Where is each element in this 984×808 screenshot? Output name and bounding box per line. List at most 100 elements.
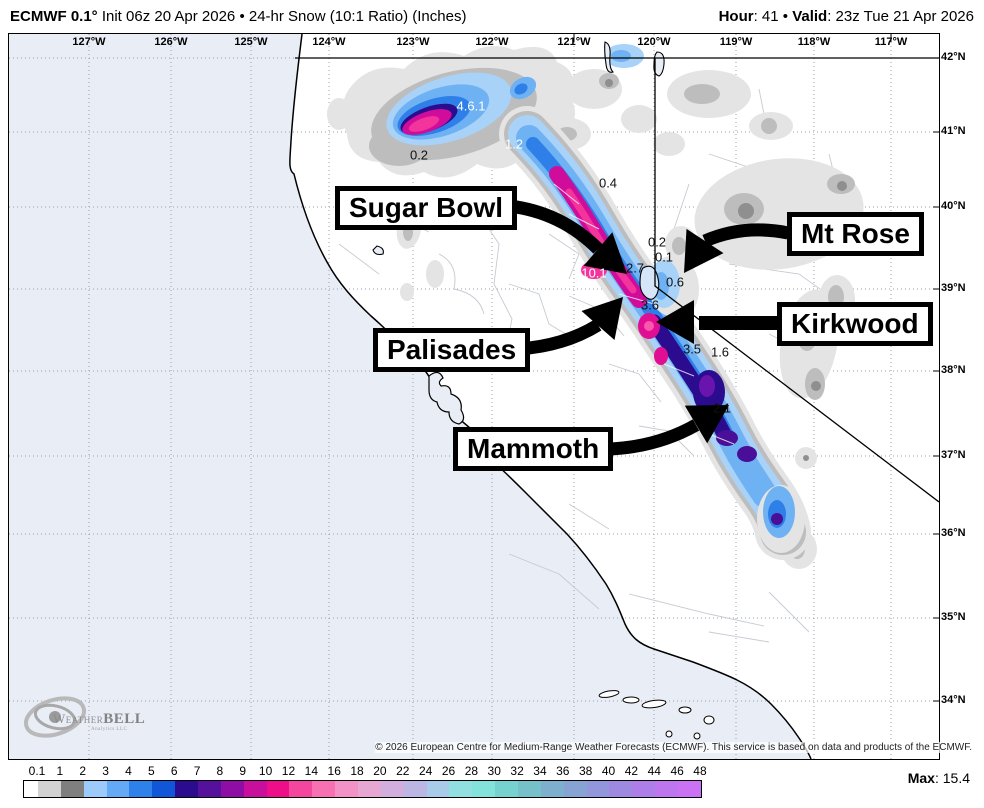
- snow-shading: [327, 44, 864, 569]
- colorbar-segment: [198, 781, 221, 797]
- colorbar-tick-label: 7: [193, 764, 201, 778]
- snow-value-label: 1.6: [710, 344, 730, 360]
- colorbar-tick-label: 2: [79, 764, 87, 778]
- colorbar-tick-label: 9: [239, 764, 247, 778]
- colorbar-segment: [152, 781, 176, 797]
- colorbar-tick-label: 40: [601, 764, 616, 778]
- colorbar-segment: [678, 781, 701, 797]
- state-borders: [295, 57, 939, 503]
- mt-rose-arrow: [702, 223, 790, 248]
- colorbar-segment: [24, 781, 38, 797]
- lon-tick-label: 120°W: [637, 36, 671, 48]
- mt-rose-label: Mt Rose: [787, 212, 924, 256]
- lat-tick-label: 38°N: [941, 364, 966, 376]
- map-graphic: [9, 34, 939, 759]
- colorbar-tick-label: 14: [304, 764, 319, 778]
- colorbar-tick-label: 38: [579, 764, 593, 778]
- colorbar-segment: [358, 781, 381, 797]
- colorbar-segment: [129, 781, 153, 797]
- colorbar-tick-label: 42: [624, 764, 639, 778]
- snow-value-label: 4.6.1: [456, 98, 486, 114]
- colorbar-segment: [609, 781, 633, 797]
- colorbar-segment: [472, 781, 496, 797]
- lon-tick-label: 122°W: [475, 36, 509, 48]
- colorbar-tick-label: 5: [147, 764, 155, 778]
- valid-time: Hour: 41 • Valid: 23z Tue 21 Apr 2026: [719, 8, 974, 25]
- snow-value-label: 0.2: [409, 147, 429, 163]
- weatherbell-subtitle: Analytics LLC: [91, 727, 128, 732]
- kirkwood-label: Kirkwood: [777, 302, 933, 346]
- colorbar-tick-label: 16: [327, 764, 341, 778]
- colorbar-tick-label: 36: [556, 764, 570, 778]
- colorbar-segment: [175, 781, 199, 797]
- lat-tick-label: 42°N: [941, 51, 966, 63]
- colorbar-segment: [106, 781, 130, 797]
- lat-tick-label: 36°N: [941, 527, 966, 539]
- snow-value-label: 3.6: [640, 297, 660, 313]
- colorbar-segment: [655, 781, 679, 797]
- frame-ticks: [573, 34, 939, 702]
- colorbar-tick-label: 1: [56, 764, 64, 778]
- california-nevada-border: [654, 58, 939, 503]
- copyright-notice: © 2026 European Centre for Medium-Range …: [375, 742, 972, 753]
- model-name: ECMWF 0.1°: [10, 7, 98, 25]
- colorbar-tick-label: 18: [350, 764, 364, 778]
- colorbar-tick-label: 44: [647, 764, 661, 778]
- colorbar-segment: [380, 781, 404, 797]
- snow-value-label: 0.4: [598, 175, 618, 191]
- snow-value-label: 3.5: [682, 341, 702, 357]
- lat-tick-label: 37°N: [941, 449, 966, 461]
- mammoth-arrow: [608, 419, 700, 456]
- snow-value-label: 1.2: [504, 136, 524, 152]
- lon-tick-label: 117°W: [874, 36, 908, 48]
- snow-value-label: 2.7: [625, 260, 645, 276]
- weatherbell-watermark: WeatherBELL Analytics LLC: [19, 689, 149, 749]
- colorbar-tick-label: 0.1: [28, 764, 46, 778]
- snow-value-label: 0.2: [647, 234, 667, 250]
- county-borders-over-snow: [553, 183, 735, 445]
- colorbar-tick-label: 22: [396, 764, 410, 778]
- colorbar-segment: [38, 781, 61, 797]
- colorbar-segment: [60, 781, 84, 797]
- colorbar-segment: [289, 781, 313, 797]
- lon-tick-label: 123°W: [396, 36, 430, 48]
- colorbar-tick-label: 32: [510, 764, 524, 778]
- lon-tick-label: 127°W: [72, 36, 106, 48]
- colorbar-tick-labels: 0.1 1 2 3 4 5 6 7 8 9 10 12 14 16 18 20 22 24 26 28 30 32 34 36…: [23, 764, 707, 779]
- sugar-bowl-label: Sugar Bowl: [335, 186, 518, 230]
- colorbar-segment: [426, 781, 450, 797]
- snow-value-label: 0.6: [665, 274, 685, 290]
- channel-islands: [598, 690, 715, 740]
- colorbar-tick-label: 26: [441, 764, 456, 778]
- colorbar-segment: [518, 781, 541, 797]
- colorbar-tick-label: 28: [464, 764, 479, 778]
- latitude-labels: 42°N 41°N 40°N 39°N 38°N 37°N 36°N 35°N 34°N: [941, 33, 983, 758]
- lon-tick-label: 118°W: [797, 36, 831, 48]
- hour-label: Hour: [718, 7, 754, 25]
- snow-value-label: 2.1: [712, 400, 732, 416]
- colorbar-tick-label: 4: [125, 764, 132, 778]
- sugar-bowl-arrow: [508, 199, 603, 254]
- coastline: [289, 34, 812, 759]
- valid-value: : 23z Tue 21 Apr 2026: [827, 7, 974, 25]
- mammoth-label: Mammoth: [453, 427, 614, 471]
- lat-tick-label: 41°N: [941, 125, 966, 137]
- lat-tick-label: 34°N: [941, 694, 966, 706]
- weatherbell-swirl-icon: [23, 696, 87, 738]
- map-title: ECMWF 0.1° Init 06z 20 Apr 2026 • 24-hr …: [10, 8, 466, 25]
- colorbar-tick-label: 6: [170, 764, 178, 778]
- annotation-arrows: [508, 199, 790, 456]
- colorbar-tick-label: 48: [693, 764, 707, 778]
- upper-klamath-lake: [604, 41, 615, 73]
- lon-tick-label: 121°W: [557, 36, 591, 48]
- colorbar-segment: [220, 781, 244, 797]
- lat-tick-label: 39°N: [941, 282, 966, 294]
- map-panel: 127°W 126°W 125°W 124°W 123°W 122°W 121°W 120°W…: [8, 33, 940, 760]
- hour-value: : 41 •: [753, 7, 793, 25]
- lon-tick-label: 126°W: [154, 36, 188, 48]
- lon-tick-label: 124°W: [312, 36, 346, 48]
- colorbar-segment: [449, 781, 473, 797]
- colorbar: 0.1 1 2 3 4 5 6 7 8 9 10 12 14 16 18 20 22 24 26 28 30 32 34 36…: [23, 764, 707, 800]
- colorbar-tick-label: 8: [216, 764, 224, 778]
- colorbar-segment: [540, 781, 564, 797]
